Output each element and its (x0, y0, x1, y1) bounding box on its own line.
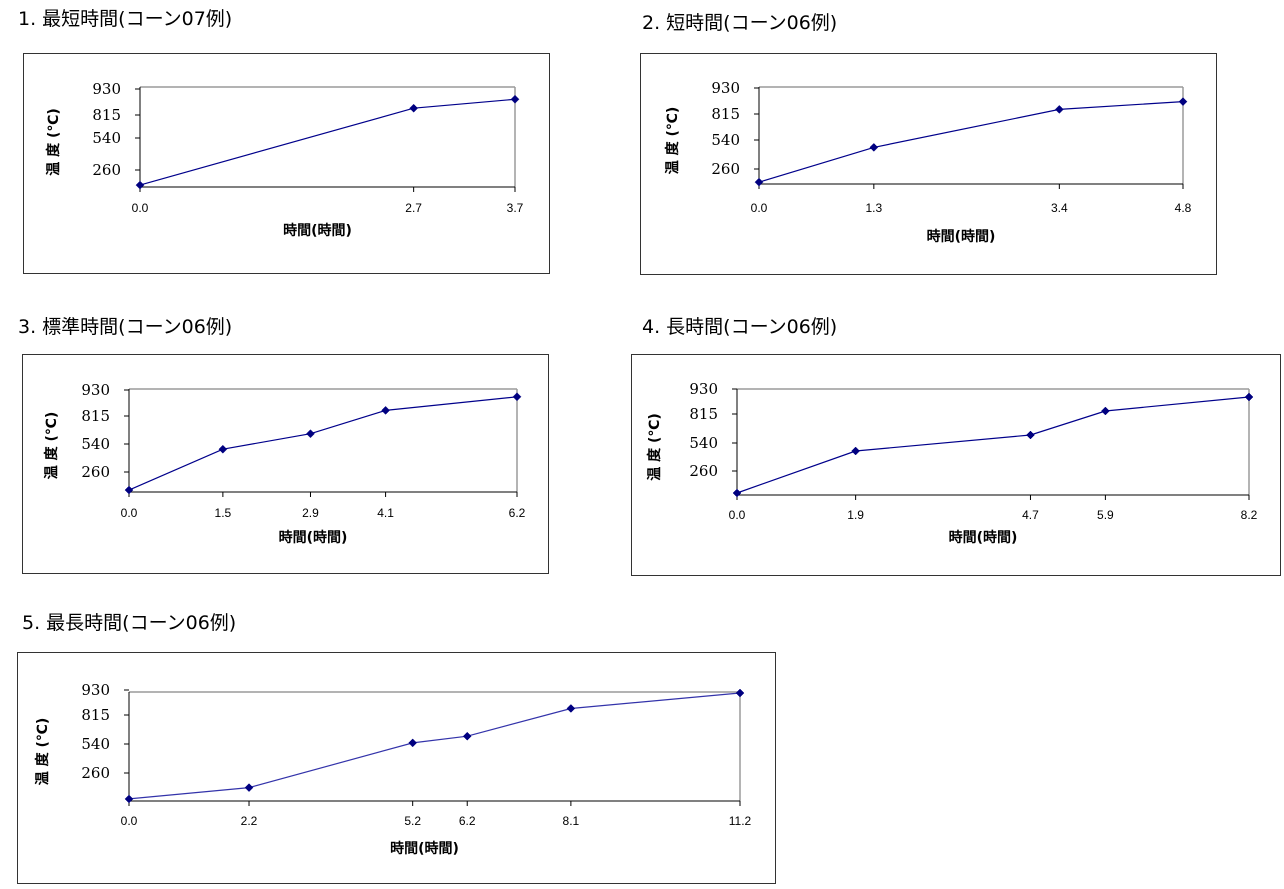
series-line (128, 396, 518, 491)
y-axis-label: 温 度 (℃) (43, 412, 60, 480)
y-axis-label: 温 度 (℃) (34, 718, 51, 786)
y-tick-label: 815 (689, 405, 718, 423)
x-tick-label: 4.7 (1022, 508, 1039, 522)
y-tick-label: 540 (81, 435, 110, 453)
x-axis-label: 時間(時間) (279, 529, 348, 546)
chart-title-2: 2. 短時間(コーン06例) (642, 12, 838, 34)
x-tick-label: 0.0 (121, 814, 138, 828)
x-tick-label: 5.9 (1097, 508, 1114, 522)
data-point (124, 794, 134, 804)
x-axis-label: 時間(時間) (390, 840, 459, 857)
data-point (1054, 105, 1064, 114)
y-tick-label: 815 (81, 407, 110, 425)
y-tick-label: 930 (81, 681, 110, 699)
chart-svg-1: 260 540 815 930 0.0 2.7 3.7 時間(時間) 温 度 (℃) (45, 80, 524, 239)
chart-frame-4: 260 540 815 930 0.0 1.9 4.7 5.9 8.2 時間(時間) 温 度 (℃) (631, 354, 1281, 576)
x-tick-label: 8.2 (1241, 508, 1258, 522)
data-point (124, 485, 134, 495)
chart-title-3: 3. 標準時間(コーン06例) (18, 316, 233, 338)
data-point (754, 177, 764, 187)
data-point (566, 704, 576, 713)
y-tick-label: 815 (711, 105, 740, 123)
chart-svg-5: 260 540 815 930 0.0 2.2 5.2 6.2 8.1 11.2 時間(時間) 温 度… (34, 681, 752, 857)
x-axis-label: 時間(時間) (283, 222, 352, 239)
y-tick-label: 815 (92, 106, 121, 124)
y-tick-label: 540 (81, 735, 110, 753)
y-tick-label: 260 (92, 161, 121, 179)
data-point (218, 444, 228, 454)
data-point (381, 406, 390, 415)
chart-frame-5: 260 540 815 930 0.0 2.2 5.2 6.2 8.1 11.2 時間(時間) 温 度… (17, 652, 776, 884)
y-tick-label: 540 (689, 434, 718, 452)
chart-title-4: 4. 長時間(コーン06例) (642, 316, 838, 338)
data-point (1026, 430, 1035, 440)
x-tick-label: 2.2 (241, 814, 258, 828)
x-tick-label: 1.3 (865, 201, 882, 215)
chart-frame-2: 260 540 815 930 0.0 1.3 3.4 4.8 時間(時間) 温 度 (℃) (640, 53, 1217, 275)
data-point (512, 392, 522, 402)
x-tick-label: 2.7 (405, 201, 422, 215)
series-line (128, 692, 741, 800)
chart-svg-2: 260 540 815 930 0.0 1.3 3.4 4.8 時間(時間) 温 度 (℃) (664, 79, 1192, 245)
data-point (1101, 406, 1110, 416)
y-tick-label: 930 (689, 380, 718, 398)
data-point (1244, 392, 1254, 402)
x-tick-label: 0.0 (751, 201, 768, 215)
data-point (408, 738, 418, 748)
chart-svg-4: 260 540 815 930 0.0 1.9 4.7 5.9 8.2 時間(時間) 温 度 (℃) (646, 380, 1258, 546)
data-point (306, 429, 315, 439)
x-tick-label: 3.4 (1051, 201, 1068, 215)
y-axis-label: 温 度 (℃) (646, 413, 663, 481)
data-point (409, 103, 419, 113)
y-tick-label: 540 (711, 131, 740, 149)
x-tick-label: 4.8 (1175, 201, 1192, 215)
data-point (851, 446, 860, 456)
x-tick-label: 1.9 (847, 508, 864, 522)
x-tick-label: 2.9 (302, 506, 319, 520)
x-axis-label: 時間(時間) (949, 529, 1018, 546)
chart-title-1: 1. 最短時間(コーン07例) (18, 8, 233, 30)
y-tick-label: 930 (92, 80, 121, 98)
y-axis-label: 温 度 (℃) (45, 108, 62, 176)
x-axis-label: 時間(時間) (927, 228, 996, 245)
data-point (732, 488, 742, 498)
y-tick-label: 260 (81, 764, 110, 782)
data-point (510, 94, 520, 104)
y-axis-label: 温 度 (℃) (664, 107, 681, 175)
x-tick-label: 1.5 (215, 506, 232, 520)
data-point (135, 180, 145, 190)
series-line (736, 396, 1250, 494)
y-tick-label: 260 (711, 160, 740, 178)
data-point (244, 783, 254, 792)
chart-frame-1: 260 540 815 930 0.0 2.7 3.7 時間(時間) 温 度 (℃) (23, 53, 550, 274)
x-tick-label: 6.2 (509, 506, 526, 520)
y-tick-label: 815 (81, 706, 110, 724)
x-tick-label: 0.0 (121, 506, 138, 520)
x-tick-label: 6.2 (459, 814, 476, 828)
data-point (869, 143, 879, 152)
x-tick-label: 4.1 (377, 506, 394, 520)
series-line (139, 98, 516, 186)
data-point (1178, 97, 1188, 106)
y-tick-label: 260 (689, 462, 718, 480)
x-tick-label: 0.0 (132, 201, 149, 215)
data-point (462, 731, 472, 741)
x-tick-label: 0.0 (729, 508, 746, 522)
chart-svg-3: 260 540 815 930 0.0 1.5 2.9 4.1 6.2 時間(時間) 温 度 (℃) (43, 381, 526, 546)
y-tick-label: 540 (92, 129, 121, 147)
y-tick-label: 260 (81, 463, 110, 481)
data-point (735, 688, 745, 698)
x-tick-label: 8.1 (563, 814, 580, 828)
chart-frame-3: 260 540 815 930 0.0 1.5 2.9 4.1 6.2 時間(時間) 温 度 (℃) (22, 354, 549, 574)
y-tick-label: 930 (81, 381, 110, 399)
x-tick-label: 5.2 (404, 814, 421, 828)
y-tick-label: 930 (711, 79, 740, 97)
x-tick-label: 3.7 (507, 201, 524, 215)
series-line (758, 101, 1184, 183)
chart-title-5: 5. 最長時間(コーン06例) (22, 612, 237, 634)
x-tick-label: 11.2 (729, 814, 752, 828)
